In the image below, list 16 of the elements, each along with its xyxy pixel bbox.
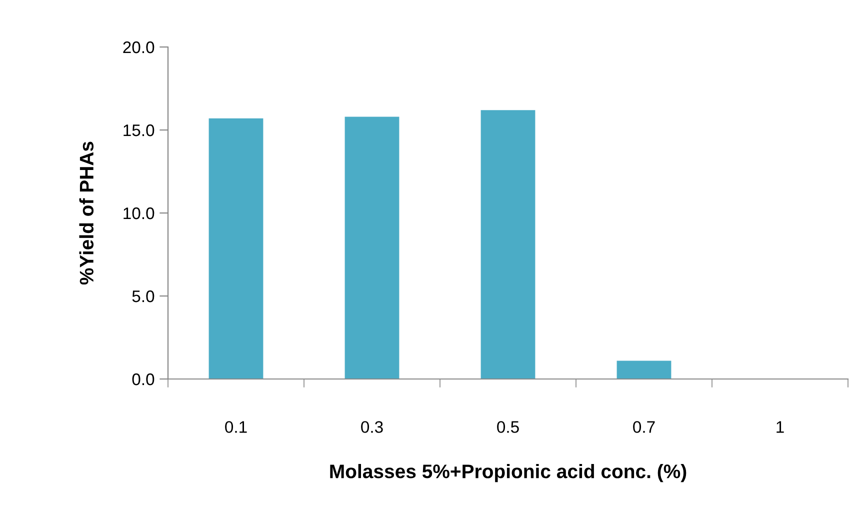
y-tick-label: 15.0 xyxy=(124,124,154,136)
y-tick-label: 10.0 xyxy=(124,207,154,220)
x-tick-label: 0.3 xyxy=(361,421,383,433)
x-tick-label: 0.5 xyxy=(497,421,519,433)
bar xyxy=(208,118,264,379)
y-tick-label: 0.0 xyxy=(132,373,154,386)
y-axis-title: %Yield of PHAs xyxy=(79,142,94,285)
x-tick-label: 1 xyxy=(776,421,784,433)
x-axis-title: Molasses 5%+Propionic acid conc. (%) xyxy=(330,464,686,482)
bar xyxy=(344,116,400,379)
x-tick-label: 0.1 xyxy=(225,421,247,433)
y-tick-label: 5.0 xyxy=(132,290,154,302)
bar xyxy=(480,110,536,379)
x-tick-label: 0.7 xyxy=(633,421,655,433)
bar xyxy=(616,360,672,379)
y-tick-label: 20.0 xyxy=(123,41,154,54)
